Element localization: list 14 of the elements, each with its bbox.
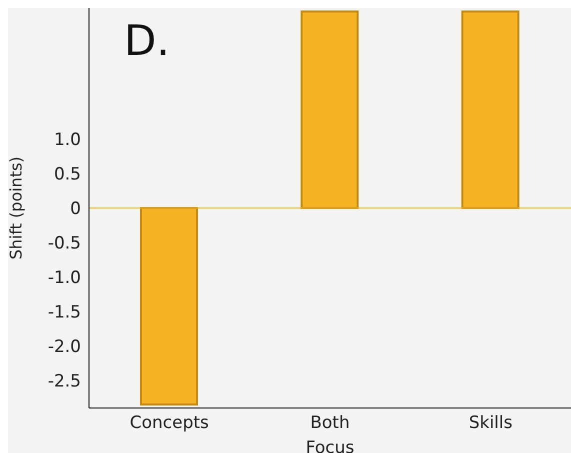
x-tick-label: Both bbox=[310, 413, 350, 434]
x-tick-label: Concepts bbox=[130, 413, 210, 434]
y-tick-label: 1.0 bbox=[54, 130, 81, 150]
x-tick-label: Skills bbox=[468, 413, 513, 434]
y-tick-label: 0 bbox=[70, 199, 81, 220]
y-tick-label: -2.0 bbox=[48, 336, 81, 357]
y-tick-label: -1.5 bbox=[48, 302, 81, 322]
chart-title: D. bbox=[124, 16, 170, 65]
y-tick-label: 0.5 bbox=[54, 164, 81, 185]
x-axis-title: Focus bbox=[306, 438, 354, 453]
y-axis-title: Shift (points) bbox=[6, 156, 26, 260]
y-tick-label: -1.0 bbox=[48, 268, 81, 288]
y-tick-label: -0.5 bbox=[48, 234, 81, 254]
y-tick-label: -2.5 bbox=[48, 371, 81, 392]
